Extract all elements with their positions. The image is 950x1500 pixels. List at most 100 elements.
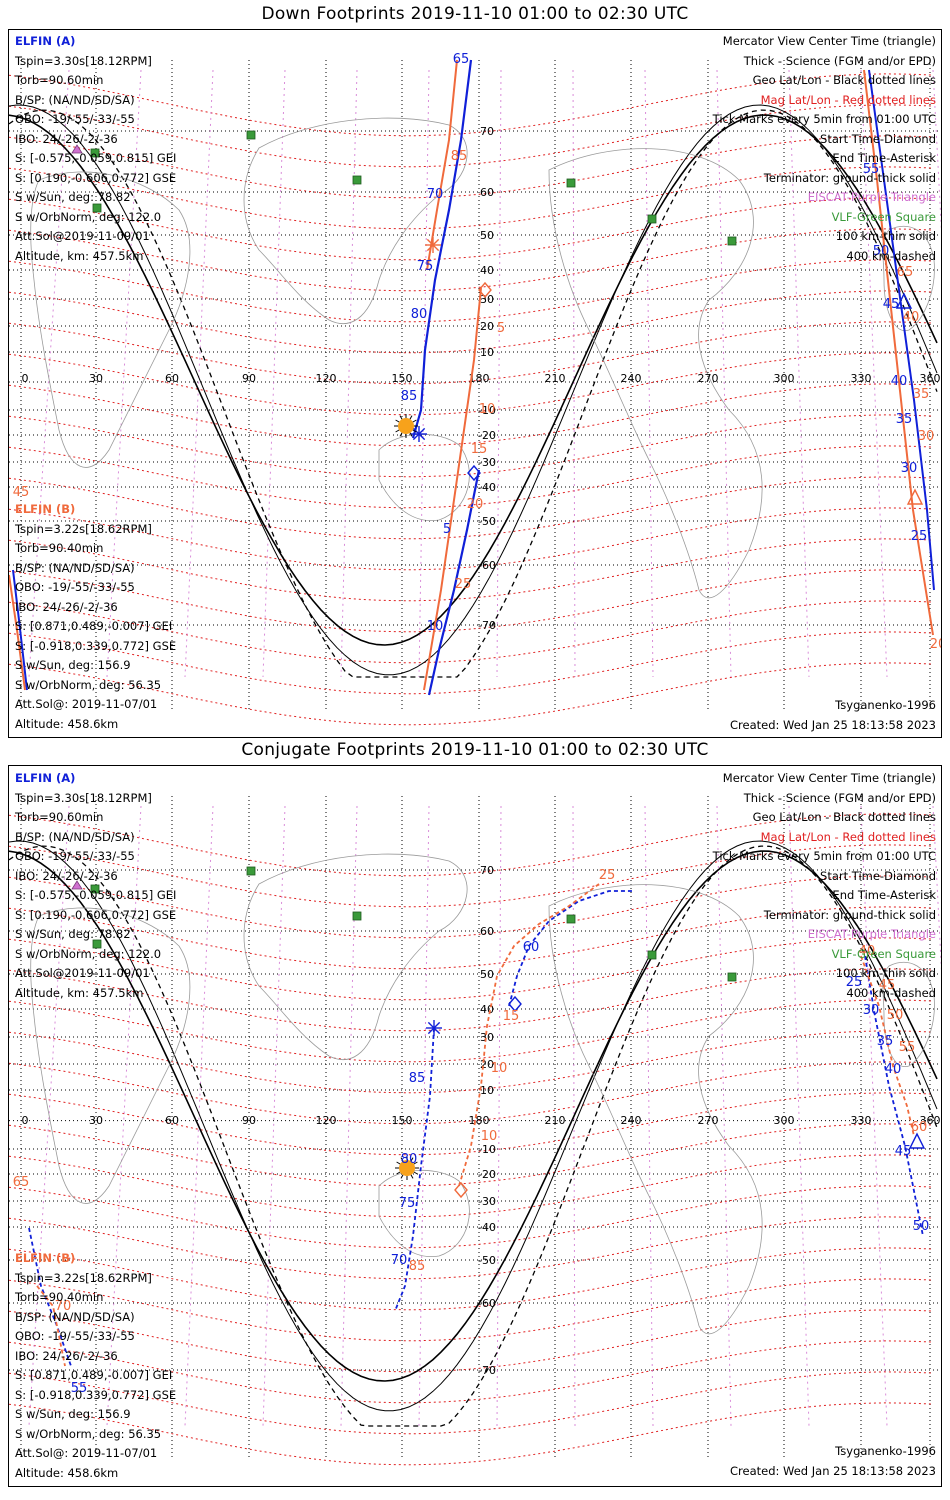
- mag-latitude-line: [9, 259, 934, 323]
- vlf-station-square: [246, 866, 256, 876]
- vlf-station-square: [566, 914, 576, 924]
- elfin-b-track: [9, 574, 26, 691]
- lat-label: -20: [478, 429, 496, 442]
- legend-mag: Mag Lat/Lon - Red dotted lines: [760, 92, 936, 107]
- map-canvas-down: 0 30 60 90 120 150 180 210 240 270 300 330 360 70 60 50…: [9, 52, 941, 726]
- lat-label: -50: [478, 515, 496, 528]
- elfin-b-ibo: IBO: 24/-26/-2/-36: [15, 599, 118, 614]
- vlf-station-square: [727, 972, 737, 982]
- elfin-a-att: Att.Sol@2019-11-09/01: [15, 966, 150, 980]
- tick-label-elfin-a: 35: [877, 1034, 894, 1049]
- mag-latitude-line: [9, 321, 934, 385]
- center-triangle: [906, 488, 924, 505]
- coastline: [882, 961, 935, 1067]
- elfin-b-s-gse: S: [-0.918,0.339,0.772] GSE: [15, 1387, 177, 1402]
- lon-label: 330: [851, 1114, 872, 1127]
- elfin-b-s-orb: S w/OrbNorm, deg: 56.35: [15, 1426, 162, 1441]
- tick-label-elfin-a: 35: [896, 412, 913, 427]
- mag-latitude-line: [9, 73, 934, 137]
- coastline: [548, 884, 763, 1335]
- tick-label-elfin-a: 70: [427, 187, 444, 202]
- mag-meridian: [262, 805, 286, 1427]
- mag-meridian: [106, 805, 142, 1427]
- lat-label: -20: [478, 1168, 496, 1181]
- map-panel-down: 0 30 60 90 120 150 180 210 240 270 300 330 360 70 60 50…: [8, 29, 942, 738]
- tick-label-elfin-a: 45: [883, 297, 900, 312]
- tick-label-elfin-b: 20: [930, 637, 941, 652]
- tick-label-elfin-b: 10: [479, 402, 496, 417]
- terminator-ground: [9, 114, 938, 646]
- terminator-100km: [9, 104, 938, 676]
- elfin-a-s-gse: S: [0.190,-0.606,0.772] GSE: [15, 907, 177, 922]
- vlf-station-square: [92, 203, 102, 213]
- elfin-b-att: Att.Sol@: 2019-11-07/01: [15, 697, 158, 711]
- coastline: [243, 117, 468, 324]
- elfin-a-track: [868, 69, 935, 591]
- lat-label: -40: [478, 481, 496, 494]
- elfin-a-s-gei: S: [-0.575,-0.059,0.815] GEI: [15, 151, 177, 165]
- tick-label-elfin-b: 70: [55, 1299, 72, 1314]
- elfin-b-track: [426, 59, 458, 271]
- lon-label: 300: [774, 372, 795, 385]
- sun-icon: [394, 414, 418, 438]
- lon-label: 210: [545, 372, 566, 385]
- mag-latitude-line: [9, 1185, 934, 1249]
- tick-label-elfin-a: 10: [427, 619, 444, 634]
- credits-2: Tsyganenko-1996 Created: Wed Jan 25 18:1…: [730, 1442, 936, 1481]
- tick-label-elfin-a: 30: [901, 461, 918, 476]
- lat-label: -30: [478, 1195, 496, 1208]
- lat-label: 70: [480, 864, 494, 877]
- tick-label-elfin-b: 45: [13, 485, 30, 500]
- tick-label-elfin-b: 55: [899, 1040, 916, 1055]
- lat-label: -70: [478, 1364, 496, 1377]
- legend-mag: Mag Lat/Lon - Red dotted lines: [760, 829, 936, 844]
- vlf-station-square: [647, 214, 657, 224]
- lat-label: 70: [480, 125, 494, 138]
- lat-label: -40: [478, 1221, 496, 1234]
- tick-label-elfin-a: 75: [417, 259, 434, 274]
- tick-label-elfin-a: 55: [71, 1381, 88, 1396]
- mag-latitude-line: [9, 135, 934, 199]
- mag-latitude-line: [9, 1154, 934, 1218]
- lat-label: -10: [478, 1143, 496, 1156]
- elfin-b-obo: OBO: -19/-55/-33/-55: [15, 1329, 135, 1343]
- legend-eiscat: EISCAT-Purple Triangle: [807, 190, 936, 204]
- elfin-a-bsp: B/SP: (NA/ND/SD/SA): [15, 92, 135, 107]
- tick-label-elfin-b: 40: [903, 310, 920, 325]
- legend-ticks: Tick Marks every 5min from 01:00 UTC: [712, 112, 936, 126]
- elfin-a-s-gse: S: [0.190,-0.606,0.772] GSE: [15, 170, 177, 185]
- elfin-b-tspin: Tspin=3.22s[18.62RPM]: [15, 1270, 152, 1285]
- legend-100km: 100 km-thin solid: [835, 966, 936, 980]
- mag-meridian: [644, 69, 654, 678]
- tick-label-elfin-b: 85: [451, 149, 468, 164]
- mag-latitude-line: [9, 414, 934, 478]
- elfin-a-att: Att.Sol@2019-11-09/01: [15, 229, 150, 243]
- legend-100km: 100 km-thin solid: [835, 229, 936, 243]
- tick-label-elfin-b: 15: [471, 442, 488, 457]
- mag-latitude-line: [9, 1216, 934, 1280]
- start-diamond: [478, 281, 492, 299]
- tick-label-elfin-b: 30: [918, 429, 935, 444]
- mag-meridian: [860, 805, 888, 1427]
- elfin-a-track: [394, 1027, 435, 1312]
- mag-latitude-line: [9, 999, 934, 1063]
- mag-meridian: [572, 805, 576, 1427]
- vlf-station-square: [727, 236, 737, 246]
- elfin-a-obo: OBO: -19/-55/-33/-55: [15, 849, 135, 863]
- elfin-b-s-sun: S w/Sun, deg: 156.9: [15, 658, 131, 672]
- vlf-station-square: [90, 884, 100, 894]
- coastline: [378, 1169, 470, 1258]
- legend-start: Start Time-Diamond: [820, 868, 936, 883]
- mag-meridian: [184, 805, 214, 1427]
- mag-meridian: [716, 69, 732, 678]
- elfin-b-info-2: ELFIN (B) Tspin=3.22s[18.62RPM] Torb=90.…: [15, 1249, 176, 1483]
- vlf-station-square: [246, 130, 256, 140]
- mag-meridian: [496, 69, 502, 678]
- elfin-a-track: [411, 59, 473, 439]
- lat-label: 10: [480, 1084, 494, 1097]
- center-triangle: [908, 1132, 926, 1149]
- legend-2: Mercator View Center Time (triangle) Thi…: [713, 769, 936, 1003]
- vlf-station-square: [566, 178, 576, 188]
- credits: Tsyganenko-1996 Created: Wed Jan 25 18:1…: [730, 696, 936, 735]
- legend-science: Thick - Science (FGM and/or EPD): [743, 790, 936, 805]
